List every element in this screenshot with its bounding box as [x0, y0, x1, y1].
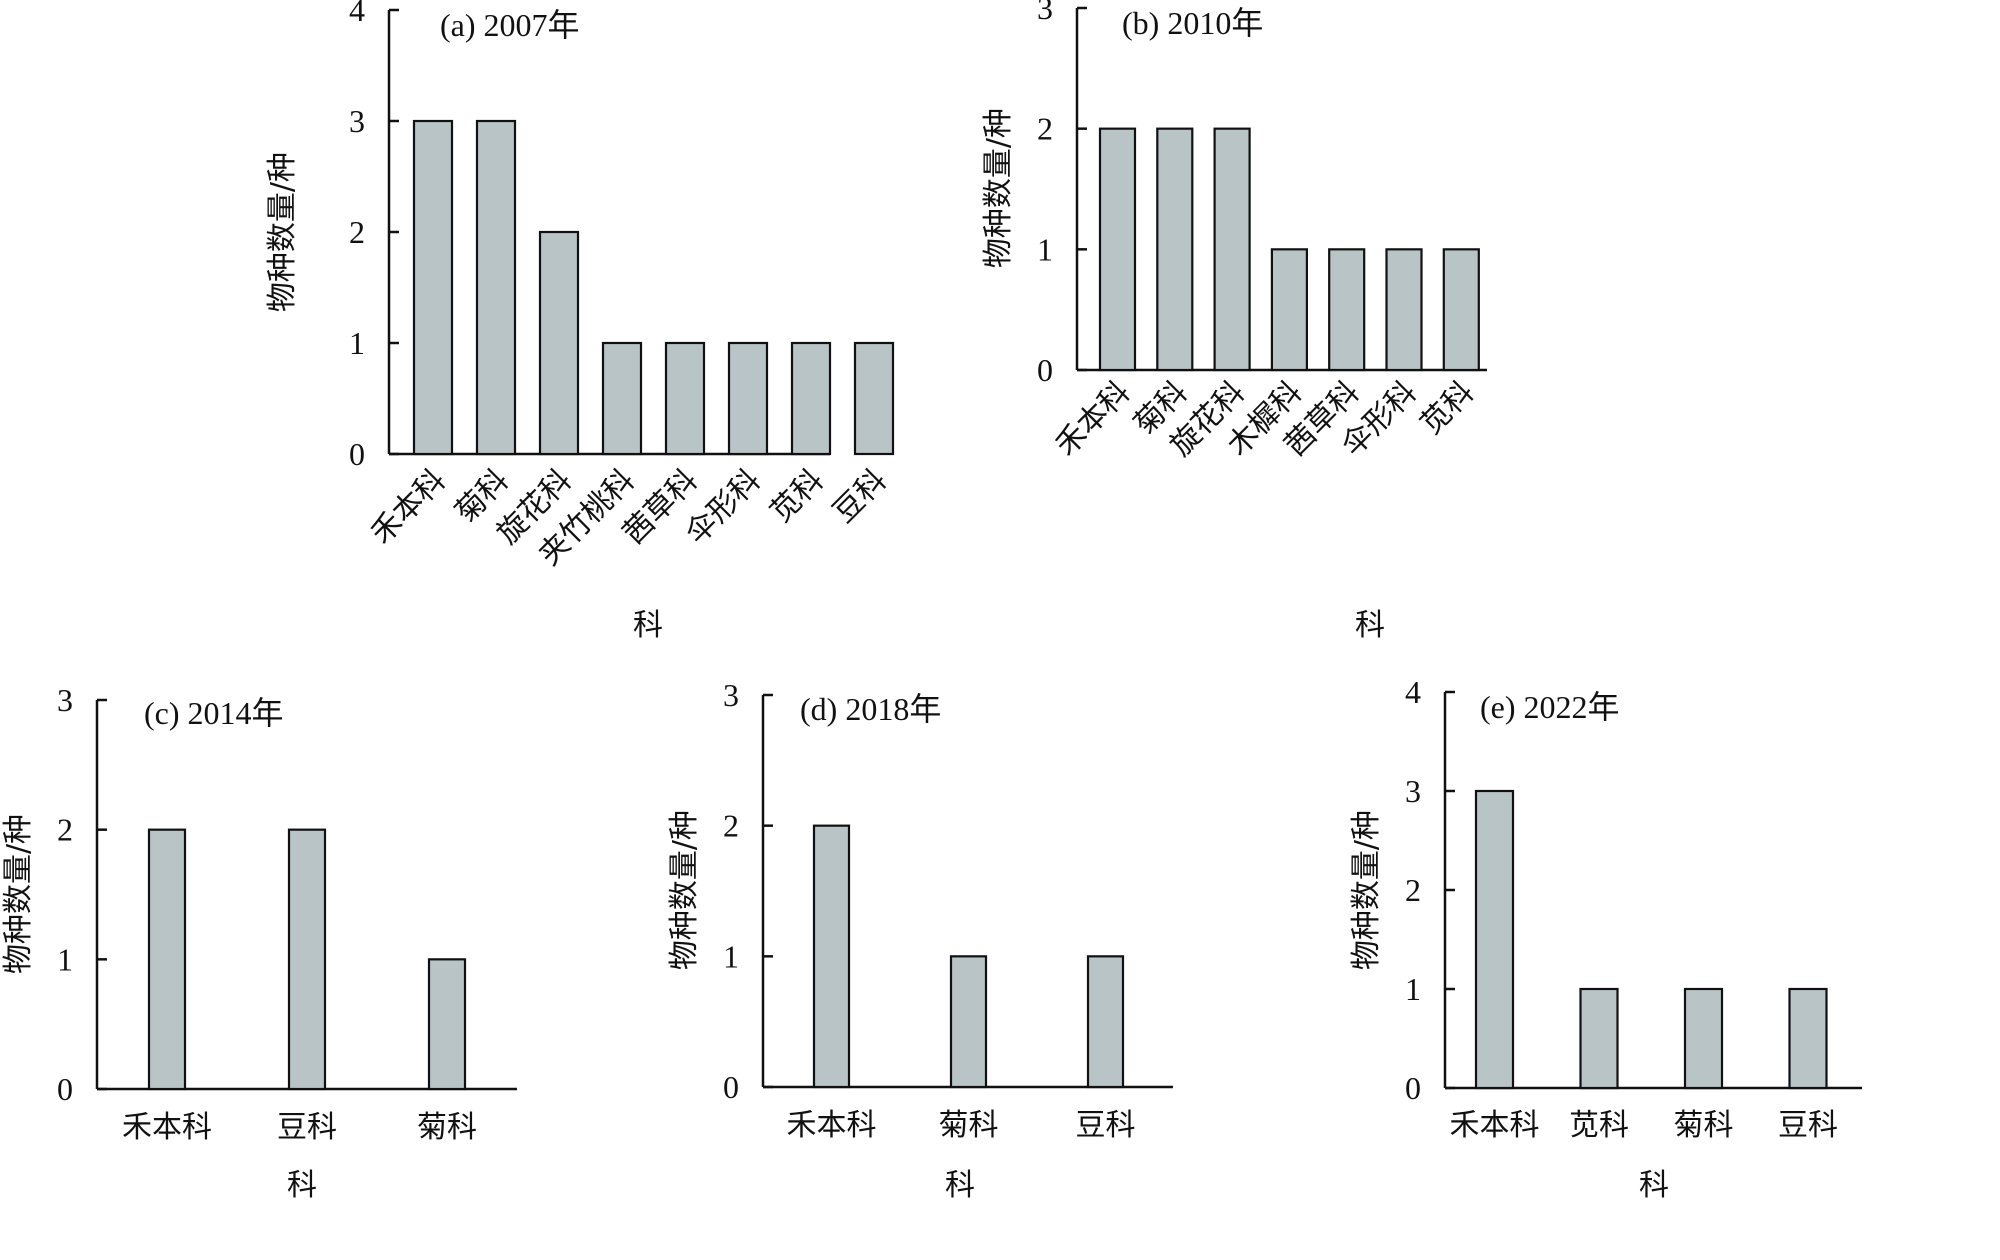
y-tick-label: 0: [1037, 352, 1053, 388]
category-label: 豆科: [826, 463, 893, 530]
bar-禾本科: [812, 824, 851, 1089]
x-axis-title: 科: [945, 1168, 975, 1203]
category-label: 苋科: [763, 463, 830, 530]
bar-旋花科: [1213, 127, 1251, 372]
bar-苋科: [790, 341, 832, 456]
y-tick-label: 1: [723, 938, 739, 974]
category-label: 苋科: [1569, 1108, 1629, 1143]
y-tick-label: 1: [57, 941, 73, 977]
x-axis-title: 科: [287, 1168, 317, 1203]
y-tick-label: 0: [349, 436, 365, 472]
bar-豆科: [287, 828, 327, 1091]
x-axis-title: 科: [633, 608, 663, 643]
y-tick-label: 0: [723, 1069, 739, 1105]
bar-苋科: [1442, 248, 1480, 372]
bar-菊科: [949, 955, 988, 1089]
y-tick-label: 1: [1405, 971, 1421, 1007]
x-axis-title: 科: [1639, 1168, 1669, 1203]
y-tick-label: 0: [57, 1071, 73, 1107]
y-tick-label: 3: [1405, 773, 1421, 809]
y-tick-label: 4: [349, 0, 365, 28]
bar-木樨科: [1270, 248, 1309, 372]
category-label: 禾本科: [122, 1110, 212, 1145]
panel-title: (d) 2018年: [800, 691, 941, 727]
y-tick-label: 2: [1405, 872, 1421, 908]
bar-菊科: [1683, 987, 1724, 1090]
bar-禾本科: [1474, 789, 1515, 1090]
bar-菊科: [475, 119, 517, 456]
category-label: 苋科: [1414, 375, 1481, 442]
category-label: 豆科: [277, 1110, 337, 1145]
y-tick-label: 1: [1037, 231, 1053, 267]
y-tick-label: 0: [1405, 1070, 1421, 1106]
category-label: 禾本科: [1450, 1108, 1540, 1143]
bar-茜草科: [664, 341, 706, 456]
y-axis-title: 物种数量/种: [1, 814, 36, 974]
x-axis-title: 科: [1355, 608, 1385, 643]
category-label: 豆科: [1778, 1108, 1838, 1143]
bar-禾本科: [412, 119, 454, 456]
panel-title: (a) 2007年: [440, 7, 580, 43]
y-tick-label: 2: [349, 214, 365, 250]
y-tick-label: 2: [57, 812, 73, 848]
y-tick-label: 2: [723, 808, 739, 844]
bar-伞形科: [727, 341, 769, 456]
category-label: 禾本科: [1049, 375, 1137, 463]
bar-禾本科: [147, 828, 187, 1091]
y-tick-label: 3: [723, 677, 739, 713]
y-axis-title: 物种数量/种: [1349, 810, 1384, 970]
bar-夹竹桃科: [601, 341, 643, 456]
bar-禾本科: [1098, 127, 1137, 372]
category-label: 菊科: [1674, 1108, 1734, 1143]
y-tick-label: 2: [1037, 111, 1053, 147]
y-tick-label: 3: [1037, 0, 1053, 26]
category-label: 豆科: [1076, 1108, 1136, 1143]
category-label: 菊科: [939, 1108, 999, 1143]
y-tick-label: 3: [57, 682, 73, 718]
y-tick-label: 1: [349, 325, 365, 361]
bar-苋科: [1579, 987, 1619, 1090]
bar-菊科: [427, 958, 467, 1091]
y-tick-label: 4: [1405, 674, 1421, 710]
bar-旋花科: [538, 230, 580, 456]
bar-菊科: [1156, 127, 1194, 372]
y-axis-title: 物种数量/种: [265, 152, 300, 312]
bar-豆科: [1788, 987, 1828, 1090]
y-axis-title: 物种数量/种: [981, 108, 1016, 268]
y-axis-title: 物种数量/种: [667, 810, 702, 970]
bar-伞形科: [1385, 248, 1423, 372]
bar-豆科: [1086, 955, 1125, 1089]
panel-title: (e) 2022年: [1480, 689, 1620, 725]
panel-title: (b) 2010年: [1122, 5, 1263, 41]
bar-豆科: [853, 341, 895, 456]
category-label: 禾本科: [787, 1108, 877, 1143]
category-label: 菊科: [417, 1110, 477, 1145]
category-label: 禾本科: [364, 463, 452, 551]
bar-茜草科: [1328, 248, 1366, 372]
y-tick-label: 3: [349, 103, 365, 139]
panel-title: (c) 2014年: [144, 695, 284, 731]
